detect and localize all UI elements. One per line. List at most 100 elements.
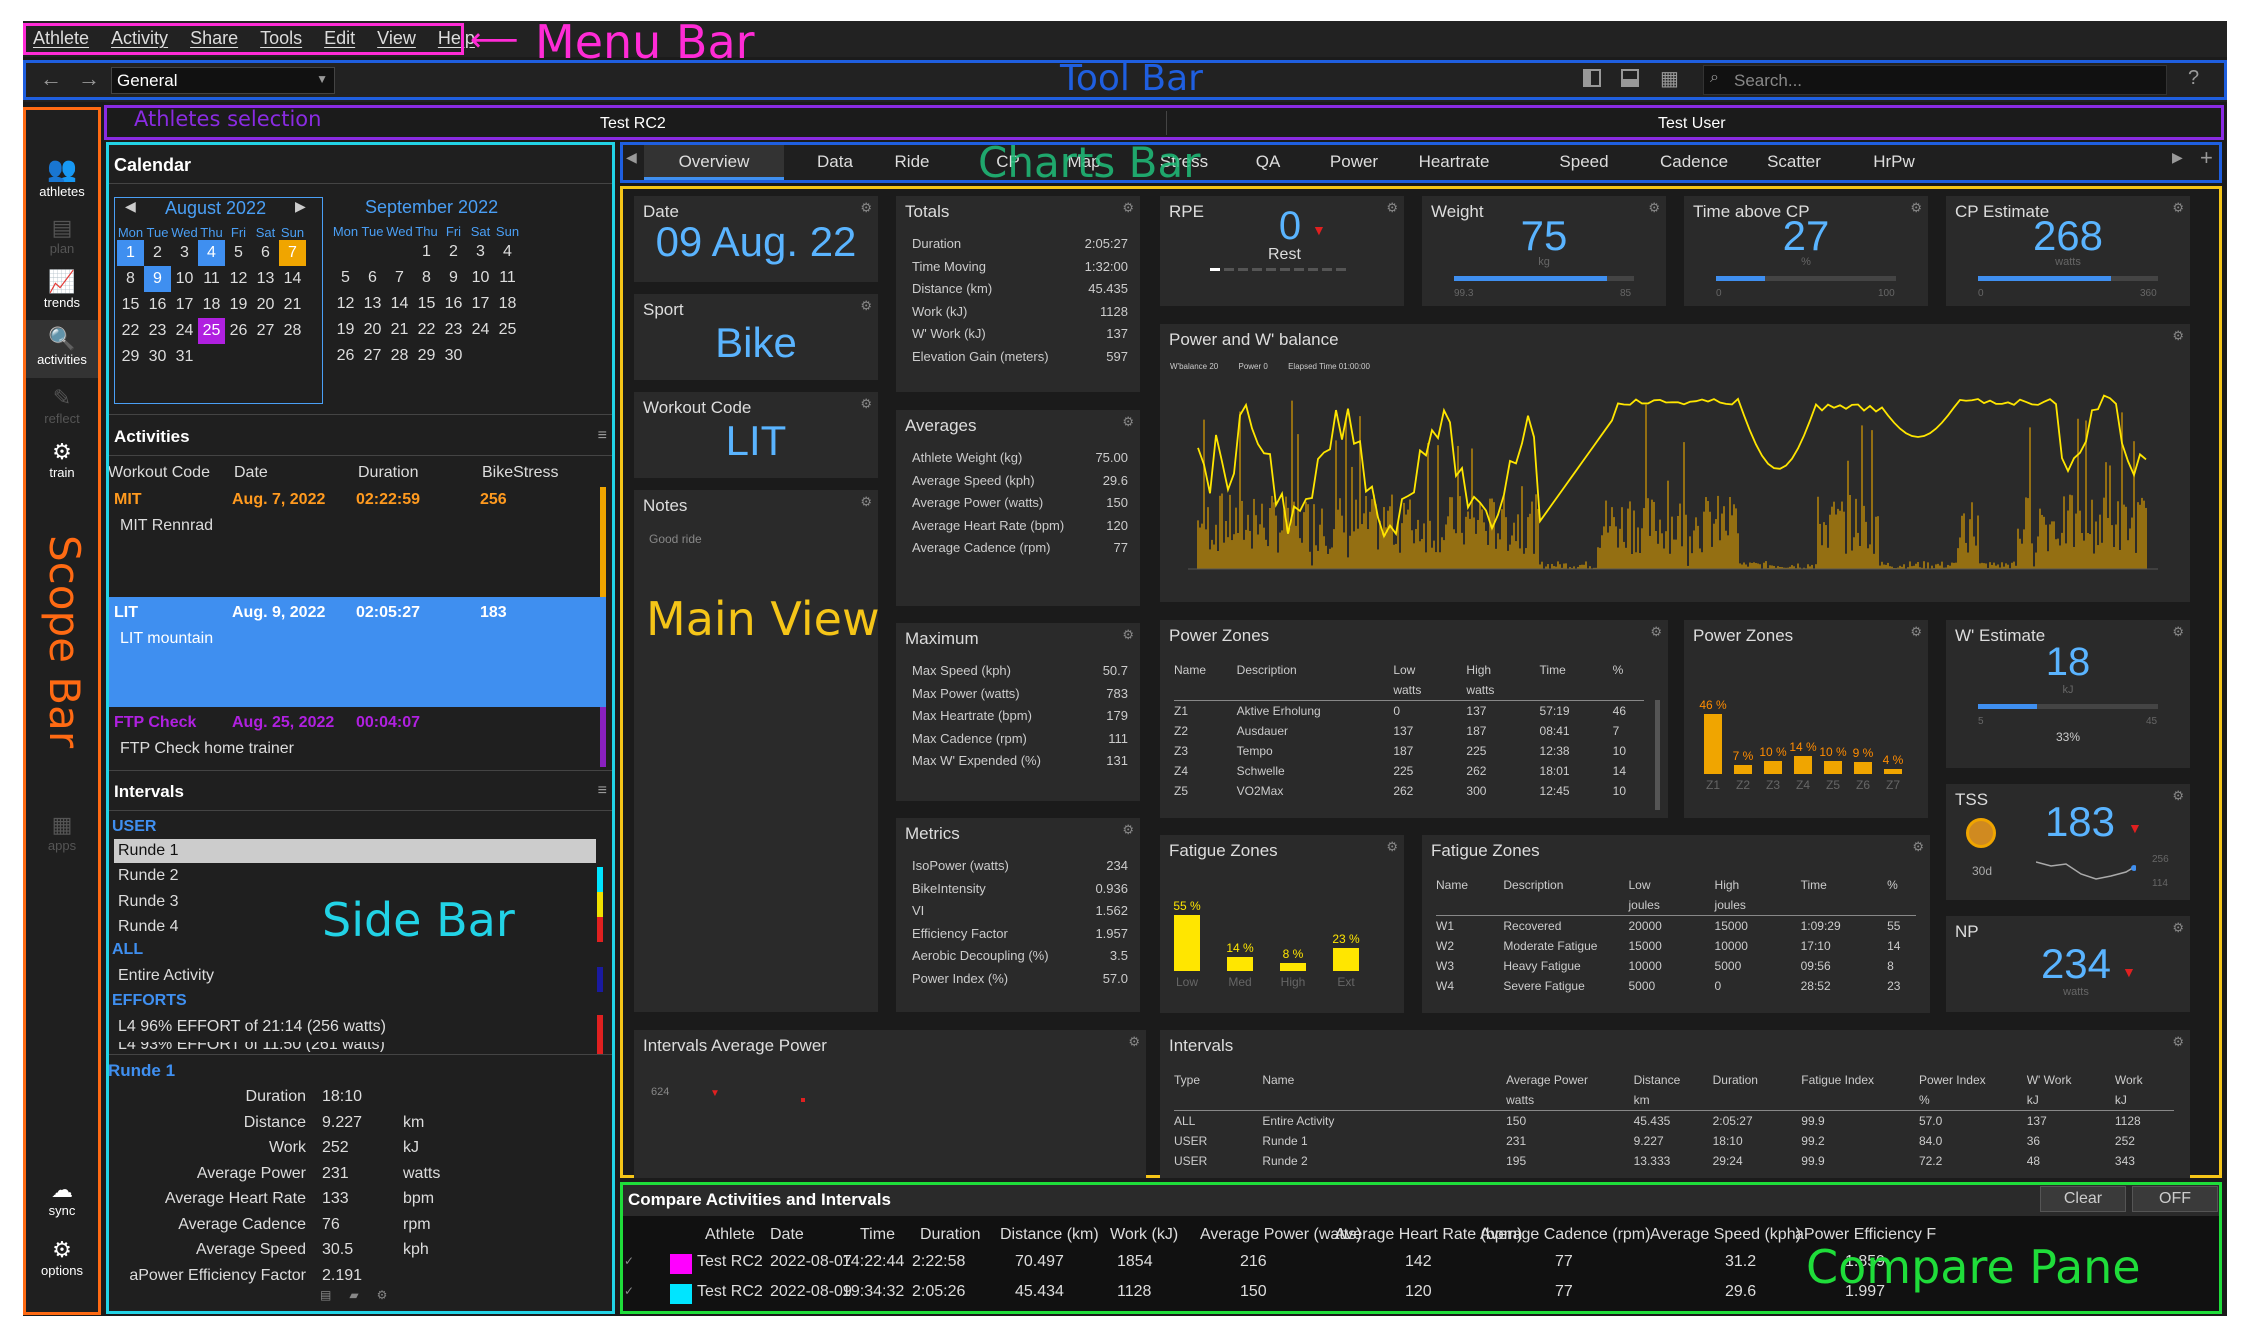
scope-item-trends[interactable]: 📈 trends — [23, 269, 101, 310]
interval-item[interactable]: Runde 3 — [118, 893, 179, 910]
calendar-day[interactable]: 23 — [148, 322, 167, 339]
col-header[interactable]: Duration — [358, 464, 419, 481]
calendar-day[interactable]: 29 — [417, 347, 436, 364]
scope-item-reflect[interactable]: ✎ reflect — [23, 385, 101, 426]
col-header[interactable]: Work — [2114, 1073, 2143, 1087]
table-row[interactable]: W3 Heavy Fatigue 10000 5000 09:56 8 — [1436, 956, 1916, 976]
table-row[interactable]: Z1 Aktive Erholung 0 137 57:19 46 — [1174, 701, 1644, 722]
scope-item-train[interactable]: ⚙ train — [23, 439, 101, 480]
clear-button[interactable]: Clear — [2040, 1186, 2126, 1212]
tab-hrpw[interactable]: HrPw — [1844, 142, 1944, 180]
series-color-swatch[interactable] — [670, 1254, 692, 1274]
calendar-day[interactable]: 20 — [256, 296, 275, 313]
calendar-day[interactable]: 23 — [444, 321, 463, 338]
tab-map[interactable]: Map — [1034, 142, 1134, 180]
calendar-day[interactable]: 28 — [390, 347, 409, 364]
rpe-tile[interactable]: RPE ⚙ 0 ▼ Rest — [1160, 196, 1404, 306]
compare-row[interactable]: ✓ Test RC2 2022-08-09 19:34:32 2:05:26 45.434… — [620, 1278, 2222, 1308]
calendar-day[interactable]: 26 — [336, 347, 355, 364]
table-row[interactable]: USER Runde 2 195 13.333 29:24 99.9 72.2 48 343 — [1174, 1151, 2174, 1171]
table-row[interactable]: W1 Recovered 20000 15000 1:09:29 55 — [1436, 916, 1916, 937]
metrics-tile[interactable]: Metrics ⚙ IsoPower (watts) 234 BikeIntensi… — [896, 818, 1140, 1012]
gear-icon[interactable]: ⚙ — [1122, 200, 1134, 215]
calendar-day[interactable]: 21 — [390, 321, 409, 338]
intervals-table-tile[interactable]: Intervals ⚙ Type Name Average Power Distanc… — [1160, 1030, 2190, 1178]
calendar-day[interactable]: 25 — [198, 318, 225, 344]
activities-menu-icon[interactable]: ≡ — [597, 427, 607, 444]
calendar-day[interactable]: 11 — [203, 270, 220, 287]
bottom-pane-toggle-icon[interactable] — [1621, 69, 1639, 87]
cp-estimate-tile[interactable]: CP Estimate ⚙ 268 watts 0 360 — [1946, 196, 2190, 306]
calendar-day[interactable]: 12 — [229, 270, 248, 287]
calendar-day[interactable]: 13 — [363, 295, 382, 312]
scroll-right-icon[interactable]: ▶ — [2172, 149, 2183, 165]
table-row[interactable]: USER Runde 1 231 9.227 18:10 99.2 84.0 36 252 — [1174, 1131, 2174, 1151]
scope-item-athletes[interactable]: 👥 athletes — [23, 155, 101, 199]
calendar-day[interactable]: 12 — [336, 295, 355, 312]
table-row[interactable]: W2 Moderate Fatigue 15000 10000 17:10 14 — [1436, 936, 1916, 956]
sidebar-toggle-icon[interactable] — [1583, 69, 1601, 87]
tab-stress[interactable]: Stress — [1134, 142, 1234, 180]
gear-icon[interactable]: ⚙ — [860, 298, 872, 313]
interval-item[interactable]: Entire Activity — [118, 967, 215, 984]
sport-tile[interactable]: Sport ⚙ Bike — [634, 294, 878, 380]
calendar-day[interactable]: 3 — [180, 244, 189, 261]
totals-tile[interactable]: Totals ⚙ Duration 2:05:27 Time Moving 1:32:… — [896, 196, 1140, 392]
power-wbalance-chart[interactable] — [1178, 374, 2178, 586]
col-header[interactable]: Date — [234, 464, 268, 481]
calendar-day[interactable]: 6 — [368, 269, 377, 286]
perspective-select[interactable]: General ▼ — [111, 67, 335, 94]
calendar-grid[interactable]: Mon Tue Wed Thu Fri Sat Sun 1 2 3 4 5 6 7 8 9 10 11 12 13 14… — [117, 225, 306, 370]
col-header[interactable]: Power Index — [1918, 1073, 1986, 1087]
gear-icon[interactable]: ⚙ — [1122, 822, 1134, 837]
calendar-day[interactable]: 19 — [336, 321, 355, 338]
tab-power[interactable]: Power — [1304, 142, 1404, 180]
scroll-left-icon[interactable]: ◀ — [626, 149, 637, 165]
time-above-cp-tile[interactable]: Time above CP ⚙ 27 % 0 100 — [1684, 196, 1928, 306]
intervals-menu-icon[interactable]: ≡ — [597, 782, 607, 799]
intervals-average-power-tile[interactable]: Intervals Average Power ⚙ 624 ▼ — [634, 1030, 1146, 1178]
calendar-day[interactable]: 4 — [503, 243, 512, 260]
col-header[interactable]: Name — [1174, 663, 1207, 677]
scope-item-activities[interactable]: 🔍 activities — [23, 320, 101, 378]
calendar-day[interactable]: 6 — [261, 244, 270, 261]
weight-tile[interactable]: Weight ⚙ 75 kg 99.3 85 — [1422, 196, 1666, 306]
calendar-day[interactable]: 17 — [471, 295, 490, 312]
calendar-day[interactable]: 14 — [390, 295, 409, 312]
calendar-day[interactable]: 2 — [449, 243, 458, 260]
calendar-day[interactable]: 14 — [283, 270, 302, 287]
calendar-day[interactable]: 17 — [175, 296, 194, 313]
calendar-day[interactable]: 7 — [279, 240, 306, 266]
menu-item-edit[interactable]: Edit — [324, 28, 356, 48]
calendar-day[interactable]: 13 — [256, 270, 275, 287]
scope-item-options[interactable]: ⚙ options — [23, 1237, 101, 1278]
table-row[interactable]: Z4 Schwelle 225 262 18:01 14 — [1174, 761, 1644, 781]
averages-tile[interactable]: Averages ⚙ Athlete Weight (kg) 75.00 Avera… — [896, 410, 1140, 606]
table-row[interactable]: ALL Entire Activity 150 45.435 2:05:27 99.9 57… — [1174, 1111, 2174, 1132]
athlete-tab-right[interactable]: Test User — [1658, 115, 1726, 132]
maximum-tile[interactable]: Maximum ⚙ Max Speed (kph) 50.7 Max Power (… — [896, 623, 1140, 801]
tab-data[interactable]: Data — [785, 142, 885, 180]
calendar-day[interactable]: 27 — [363, 347, 382, 364]
calendar-day[interactable]: 31 — [175, 348, 194, 365]
col-header[interactable]: Name — [1436, 878, 1469, 892]
menu-item-athlete[interactable]: Athlete — [33, 28, 90, 48]
interval-item[interactable]: L4 96% EFFORT of 21:14 (256 watts) — [118, 1018, 386, 1035]
gear-icon[interactable]: ⚙ — [1386, 200, 1398, 215]
tab-overview[interactable]: Overview — [644, 142, 784, 180]
col-header[interactable]: Workout Code — [108, 464, 210, 481]
col-header[interactable]: Description — [1236, 663, 1297, 677]
date-tile[interactable]: Date ⚙ 09 Aug. 22 — [634, 196, 878, 282]
calendar-day[interactable]: 22 — [121, 322, 140, 339]
tab-scatter[interactable]: Scatter — [1744, 142, 1844, 180]
compare-checkbox[interactable]: ✓ — [624, 1284, 635, 1298]
col-header[interactable]: Low — [1628, 878, 1651, 892]
athlete-tab-left[interactable]: Test RC2 — [600, 115, 666, 132]
interval-item-selected[interactable]: Runde 1 — [114, 839, 596, 863]
scope-item-sync[interactable]: ☁ sync — [23, 1177, 101, 1218]
gear-icon[interactable]: ⚙ — [2172, 328, 2184, 343]
next-month-icon[interactable]: ▶ — [295, 198, 306, 214]
workout-code-tile[interactable]: Workout Code ⚙ LIT — [634, 392, 878, 478]
activity-row[interactable]: MIT Aug. 7, 2022 02:22:59 256 MIT Rennra… — [106, 487, 606, 597]
calendar-day[interactable]: 10 — [471, 269, 490, 286]
